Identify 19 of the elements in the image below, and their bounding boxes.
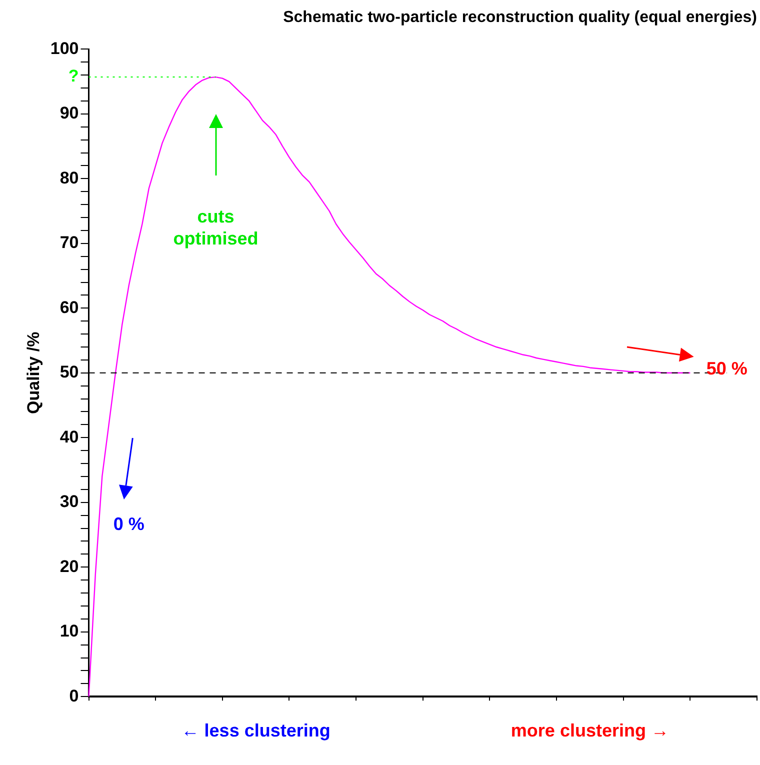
y-tick-label: 30 — [60, 492, 79, 512]
y-axis-title: Quality /% — [24, 332, 43, 414]
text: ← less clustering — [181, 720, 330, 741]
y-tick-label: 20 — [60, 556, 79, 576]
ref-line-label: ? — [68, 66, 79, 86]
y-tick-label: 80 — [60, 168, 79, 188]
text: more clustering → — [510, 720, 669, 741]
y-tick-label: 40 — [60, 427, 79, 446]
y-tick-label: 70 — [60, 233, 79, 252]
y-tick-label: 0 — [69, 686, 79, 706]
y-tick-label: 90 — [60, 104, 79, 123]
annotation: 50 % — [706, 358, 748, 379]
annotation: cuts optimised — [173, 206, 258, 248]
y-tick-label: 10 — [60, 622, 79, 641]
annotation: 0 % — [113, 514, 144, 534]
chart-title: Schematic two-particle reconstruction quality (equal energies) — [283, 9, 757, 26]
y-tick-label: 50 — [60, 362, 79, 382]
y-tick-label: 100 — [50, 38, 79, 58]
y-tick-label: 60 — [60, 298, 79, 317]
